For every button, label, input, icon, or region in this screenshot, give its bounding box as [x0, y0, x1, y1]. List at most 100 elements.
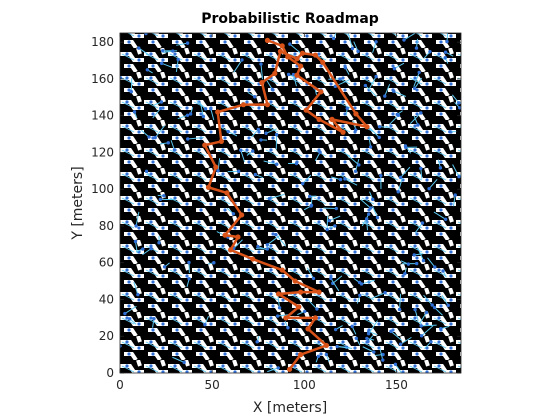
roadmap-edge [427, 257, 436, 268]
path-point [312, 315, 318, 321]
roadmap-node [446, 303, 450, 308]
roadmap-edge [372, 206, 378, 218]
roadmap-node [291, 72, 296, 77]
roadmap-edge [176, 42, 188, 46]
roadmap-node [274, 132, 279, 137]
roadmap-node [301, 181, 305, 186]
roadmap-edge [217, 158, 221, 171]
path-point [286, 366, 293, 372]
x-axis: 0 50 100 150 [116, 33, 408, 392]
roadmap-edge [200, 103, 204, 117]
roadmap-edge [400, 166, 411, 178]
roadmap-node [149, 246, 153, 251]
roadmap-edge [379, 348, 384, 361]
roadmap-edge [394, 363, 403, 373]
roadmap-node [145, 68, 150, 72]
roadmap-node [343, 66, 348, 70]
y-tick-label: 0 [106, 366, 114, 380]
roadmap-node [212, 261, 216, 265]
roadmap-node [443, 217, 448, 221]
roadmap-edge [332, 275, 343, 284]
y-tick-label: 20 [99, 329, 114, 343]
roadmap-node [414, 46, 419, 50]
y-tick-label: 180 [91, 35, 114, 49]
roadmap-edge [142, 248, 152, 256]
occupancy-map [120, 33, 461, 373]
roadmap-edge [433, 211, 446, 220]
roadmap-node [412, 253, 416, 257]
roadmap-layer [120, 33, 461, 373]
roadmap-edge [269, 193, 285, 200]
roadmap-node [132, 110, 137, 114]
roadmap-edge [233, 239, 243, 249]
roadmap-edge [266, 79, 273, 90]
roadmap-node [162, 193, 166, 198]
roadmap-node [316, 354, 321, 359]
y-axis-label: Y [meters] [70, 166, 86, 240]
roadmap-node [331, 36, 336, 41]
roadmap-edge [403, 33, 416, 41]
roadmap-edge [175, 59, 179, 72]
path-point [202, 142, 208, 148]
roadmap-node [333, 224, 337, 228]
roadmap-node [307, 194, 312, 199]
path-point [224, 190, 230, 196]
y-axis: 0 20 40 60 80 100 120 140 160 180 [91, 35, 461, 380]
roadmap-node [412, 86, 417, 91]
roadmap-node [256, 127, 261, 132]
roadmap-node [187, 277, 191, 281]
roadmap-node [414, 261, 419, 266]
roadmap-node [137, 46, 141, 50]
roadmap-node [311, 276, 316, 281]
roadmap-edge [124, 305, 137, 314]
roadmap-node [209, 107, 213, 111]
roadmap-node [443, 55, 447, 60]
roadmap-node [256, 244, 260, 249]
roadmap-node [203, 107, 208, 111]
roadmap-node [354, 336, 358, 340]
path-point [305, 326, 311, 332]
path-point [298, 63, 304, 69]
roadmap-node [453, 193, 457, 197]
roadmap-node [383, 94, 387, 98]
roadmap-node [448, 130, 452, 134]
roadmap-node [286, 72, 291, 77]
roadmap-edge [365, 85, 377, 97]
roadmap-node [389, 329, 393, 334]
roadmap-edge [240, 150, 246, 163]
roadmap-node [201, 114, 206, 119]
roadmap-edge [277, 296, 281, 308]
roadmap-node [439, 327, 443, 331]
roadmap-edge [177, 114, 188, 120]
roadmap-node [294, 161, 299, 166]
roadmap-node [419, 111, 423, 115]
roadmap-node [445, 39, 449, 44]
roadmap-edge [267, 367, 279, 373]
roadmap-node [327, 218, 332, 223]
roadmap-node [371, 197, 375, 202]
roadmap-edge [346, 154, 360, 166]
roadmap-node [186, 137, 190, 141]
roadmap-edge [414, 309, 419, 321]
roadmap-node [166, 141, 170, 145]
roadmap-node [366, 332, 371, 336]
roadmap-node [377, 124, 382, 129]
roadmap-edge [388, 114, 399, 125]
roadmap-edge [413, 72, 420, 87]
path-point [318, 89, 324, 95]
roadmap-node [441, 269, 445, 273]
roadmap-edge [452, 194, 456, 207]
roadmap-edge [362, 346, 375, 353]
path-point [303, 107, 309, 113]
roadmap-edge [423, 294, 433, 306]
roadmap-node [392, 89, 396, 93]
roadmap-node [374, 74, 378, 79]
path-point [259, 80, 265, 86]
roadmap-node [363, 83, 368, 88]
roadmap-node [428, 49, 432, 54]
roadmap-node [350, 46, 355, 51]
path-point [235, 234, 241, 240]
roadmap-node [419, 324, 423, 328]
roadmap-node [402, 38, 406, 42]
path-point [312, 52, 318, 58]
